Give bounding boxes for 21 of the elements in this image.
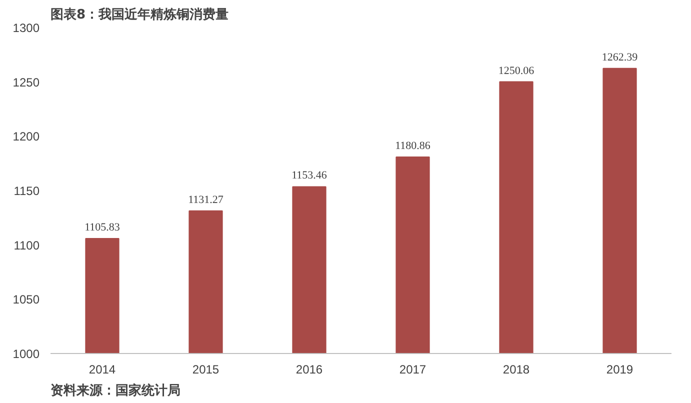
x-tick-label: 2014 [88,362,116,376]
y-tick-label: 1300 [12,21,40,35]
y-tick-label: 1050 [12,292,40,307]
data-label: 1250.06 [498,64,535,77]
data-label: 1153.46 [292,170,328,182]
x-tick-label: 2018 [502,362,530,376]
x-tick-label: 2019 [606,362,634,376]
text: 资料来源：国家统计局 [50,382,180,398]
data-label: 1180.86 [395,140,431,152]
x-tick-label: 2017 [399,362,426,376]
x-tick-label: 2015 [192,362,220,376]
y-tick-label: 1250 [12,75,40,90]
y-tick-label: 1100 [14,238,40,252]
y-tick-label: 1000 [12,347,40,361]
data-label: 1131.27 [188,194,224,206]
data-label: 1105.83 [84,222,120,234]
y-tick-label: 1200 [12,130,40,144]
y-tick-label: 1150 [14,184,40,198]
x-tick-label: 2016 [296,362,323,376]
data-label: 1262.39 [602,51,638,64]
chart-title: 图表8：我国近年精炼铜消费量 [50,6,229,22]
